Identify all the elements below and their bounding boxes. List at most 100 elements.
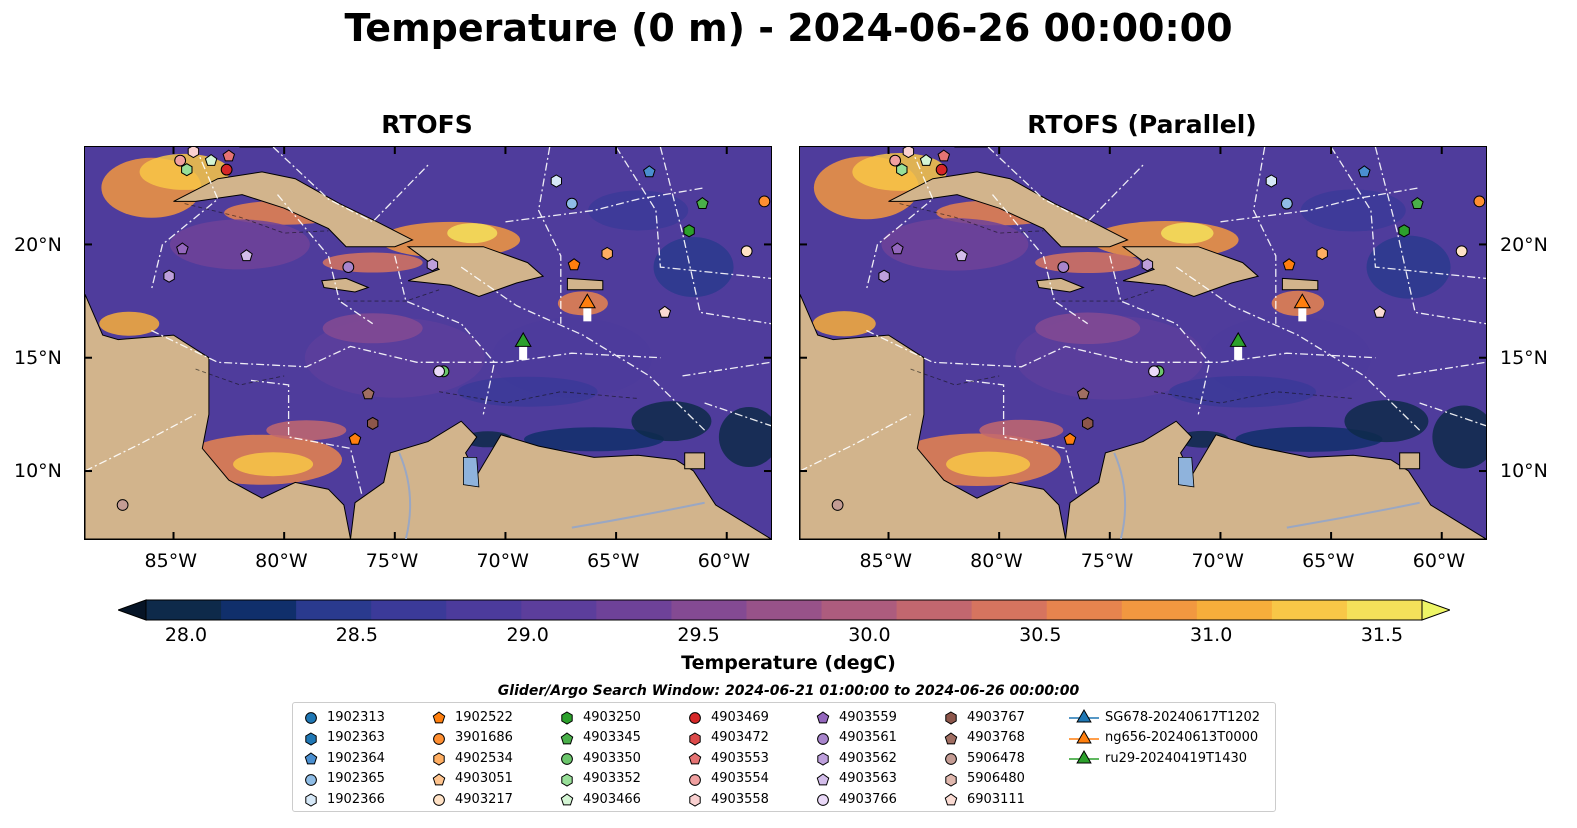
argo-float-marker	[1455, 245, 1468, 258]
argo-float-marker	[740, 245, 753, 258]
lat-tick-label: 10°N	[14, 460, 62, 482]
argo-float-marker	[1473, 195, 1486, 208]
legend-label: 4902534	[455, 750, 513, 766]
argo-float-marker	[643, 165, 656, 178]
argo-float-marker	[1057, 261, 1070, 273]
argo-float-marker	[240, 249, 253, 262]
argo-float-marker	[683, 224, 695, 238]
argo-float-marker	[1282, 258, 1296, 271]
legend-marker-icon	[689, 773, 701, 786]
argo-float-marker	[204, 153, 218, 166]
legend-marker-icon	[560, 793, 574, 806]
glider-track	[583, 307, 592, 322]
legend-marker-icon	[561, 711, 573, 725]
legend-marker-icon	[944, 793, 958, 806]
argo-float-marker	[1280, 197, 1293, 210]
legend-marker-icon	[433, 752, 445, 766]
legend-marker-icon	[816, 711, 830, 724]
argo-float-marker	[433, 365, 445, 378]
colorbar-segment	[596, 600, 672, 620]
argo-float-marker	[174, 154, 187, 167]
argo-float-marker	[896, 163, 908, 177]
legend-marker-icon	[817, 752, 829, 766]
argo-float-marker	[955, 249, 968, 262]
legend-marker-icon	[305, 712, 317, 724]
lat-tick-label: 15°N	[1500, 347, 1548, 369]
legend-label: 4903766	[839, 791, 897, 807]
legend-item: 4903562	[813, 748, 897, 768]
legend-label: 4903466	[583, 791, 641, 807]
legend-label: 4903217	[455, 791, 513, 807]
legend-marker-icon	[944, 731, 958, 744]
legend-item: 4903466	[557, 789, 641, 809]
lat-tick-label: 20°N	[1500, 234, 1548, 256]
legend-label: SG678-20240617T1202	[1105, 709, 1261, 725]
argo-float-marker	[426, 258, 439, 272]
argo-float-marker	[935, 163, 948, 176]
legend-item: 4903553	[685, 748, 769, 768]
argo-float-marker	[1148, 365, 1160, 378]
legend-marker-icon	[304, 752, 318, 765]
colorbar-segment	[1346, 600, 1423, 620]
colorbar-segment	[1196, 600, 1273, 620]
legend-marker-icon	[945, 772, 957, 787]
lon-tick-label: 75°W	[365, 550, 419, 572]
legend: 1902313 1902363 1902364 1902365 1902366 19025…	[292, 702, 1276, 812]
panel-title-rtofs-parallel: RTOFS (Parallel)	[1027, 110, 1257, 139]
argo-float-marker	[1082, 416, 1094, 430]
legend-item: 1902363	[301, 728, 385, 748]
legend-item: 4903767	[941, 707, 1025, 727]
argo-float-marker	[550, 174, 562, 188]
legend-label: 4903352	[583, 771, 641, 786]
colorbar-segment	[371, 600, 447, 620]
colorbar-under-arrow	[116, 599, 147, 621]
lat-tick-label: 15°N	[14, 347, 62, 369]
legend-marker-icon	[305, 773, 317, 786]
legend-item: 4903554	[685, 769, 769, 789]
lon-tick-label: 70°W	[476, 550, 529, 572]
legend-marker-icon	[433, 732, 445, 745]
lon-tick-label: 75°W	[1080, 550, 1134, 572]
colorbar-segment	[1121, 600, 1198, 620]
argo-float-marker	[1373, 305, 1387, 318]
argo-float-marker	[1316, 246, 1328, 261]
legend-marker-icon	[1069, 708, 1099, 723]
legend-label: 4903051	[455, 771, 513, 786]
legend-item: 5906480	[941, 769, 1025, 789]
argo-float-marker	[1141, 258, 1154, 272]
argo-float-marker	[1398, 224, 1410, 238]
argo-float-marker	[658, 305, 672, 318]
argo-float-marker	[187, 147, 200, 159]
argo-float-marker	[902, 147, 915, 159]
colorbar-segment	[746, 600, 823, 620]
panel-title-rtofs: RTOFS	[381, 110, 473, 139]
legend-marker-icon	[1069, 729, 1099, 743]
legend-label: 4903563	[839, 771, 897, 786]
legend-label: 1902365	[327, 771, 385, 786]
legend-label: 3901686	[455, 730, 513, 745]
legend-label: 1902366	[327, 791, 385, 807]
map-panel-rtofs-parallel[interactable]	[799, 146, 1487, 540]
legend-marker-icon	[432, 711, 446, 724]
legend-label: 5906480	[967, 771, 1025, 786]
map-panel-rtofs[interactable]	[84, 146, 772, 540]
legend-marker-icon	[689, 731, 701, 746]
lon-tick-label: 70°W	[1191, 550, 1244, 572]
colorbar-label: Temperature (degC)	[681, 652, 896, 674]
legend-label: 1902363	[327, 730, 385, 745]
lon-tick-label: 60°W	[697, 550, 751, 572]
legend-item: 3901686	[429, 728, 513, 748]
colorbar	[116, 598, 1452, 626]
legend-label: 4903553	[711, 750, 769, 766]
lon-tick-label: 85°W	[144, 550, 197, 572]
argo-float-marker	[163, 269, 175, 283]
legend-label: ru29-20240419T1430	[1105, 750, 1248, 766]
colorbar-segment	[971, 600, 1048, 620]
legend-item: 1902313	[301, 707, 385, 727]
lon-tick-label: 65°W	[587, 550, 640, 572]
legend-marker-icon	[817, 794, 829, 806]
argo-float-marker	[831, 499, 844, 511]
legend-item: 4903563	[813, 769, 897, 789]
legend-marker-icon	[689, 793, 701, 807]
glider-marker	[514, 331, 532, 347]
